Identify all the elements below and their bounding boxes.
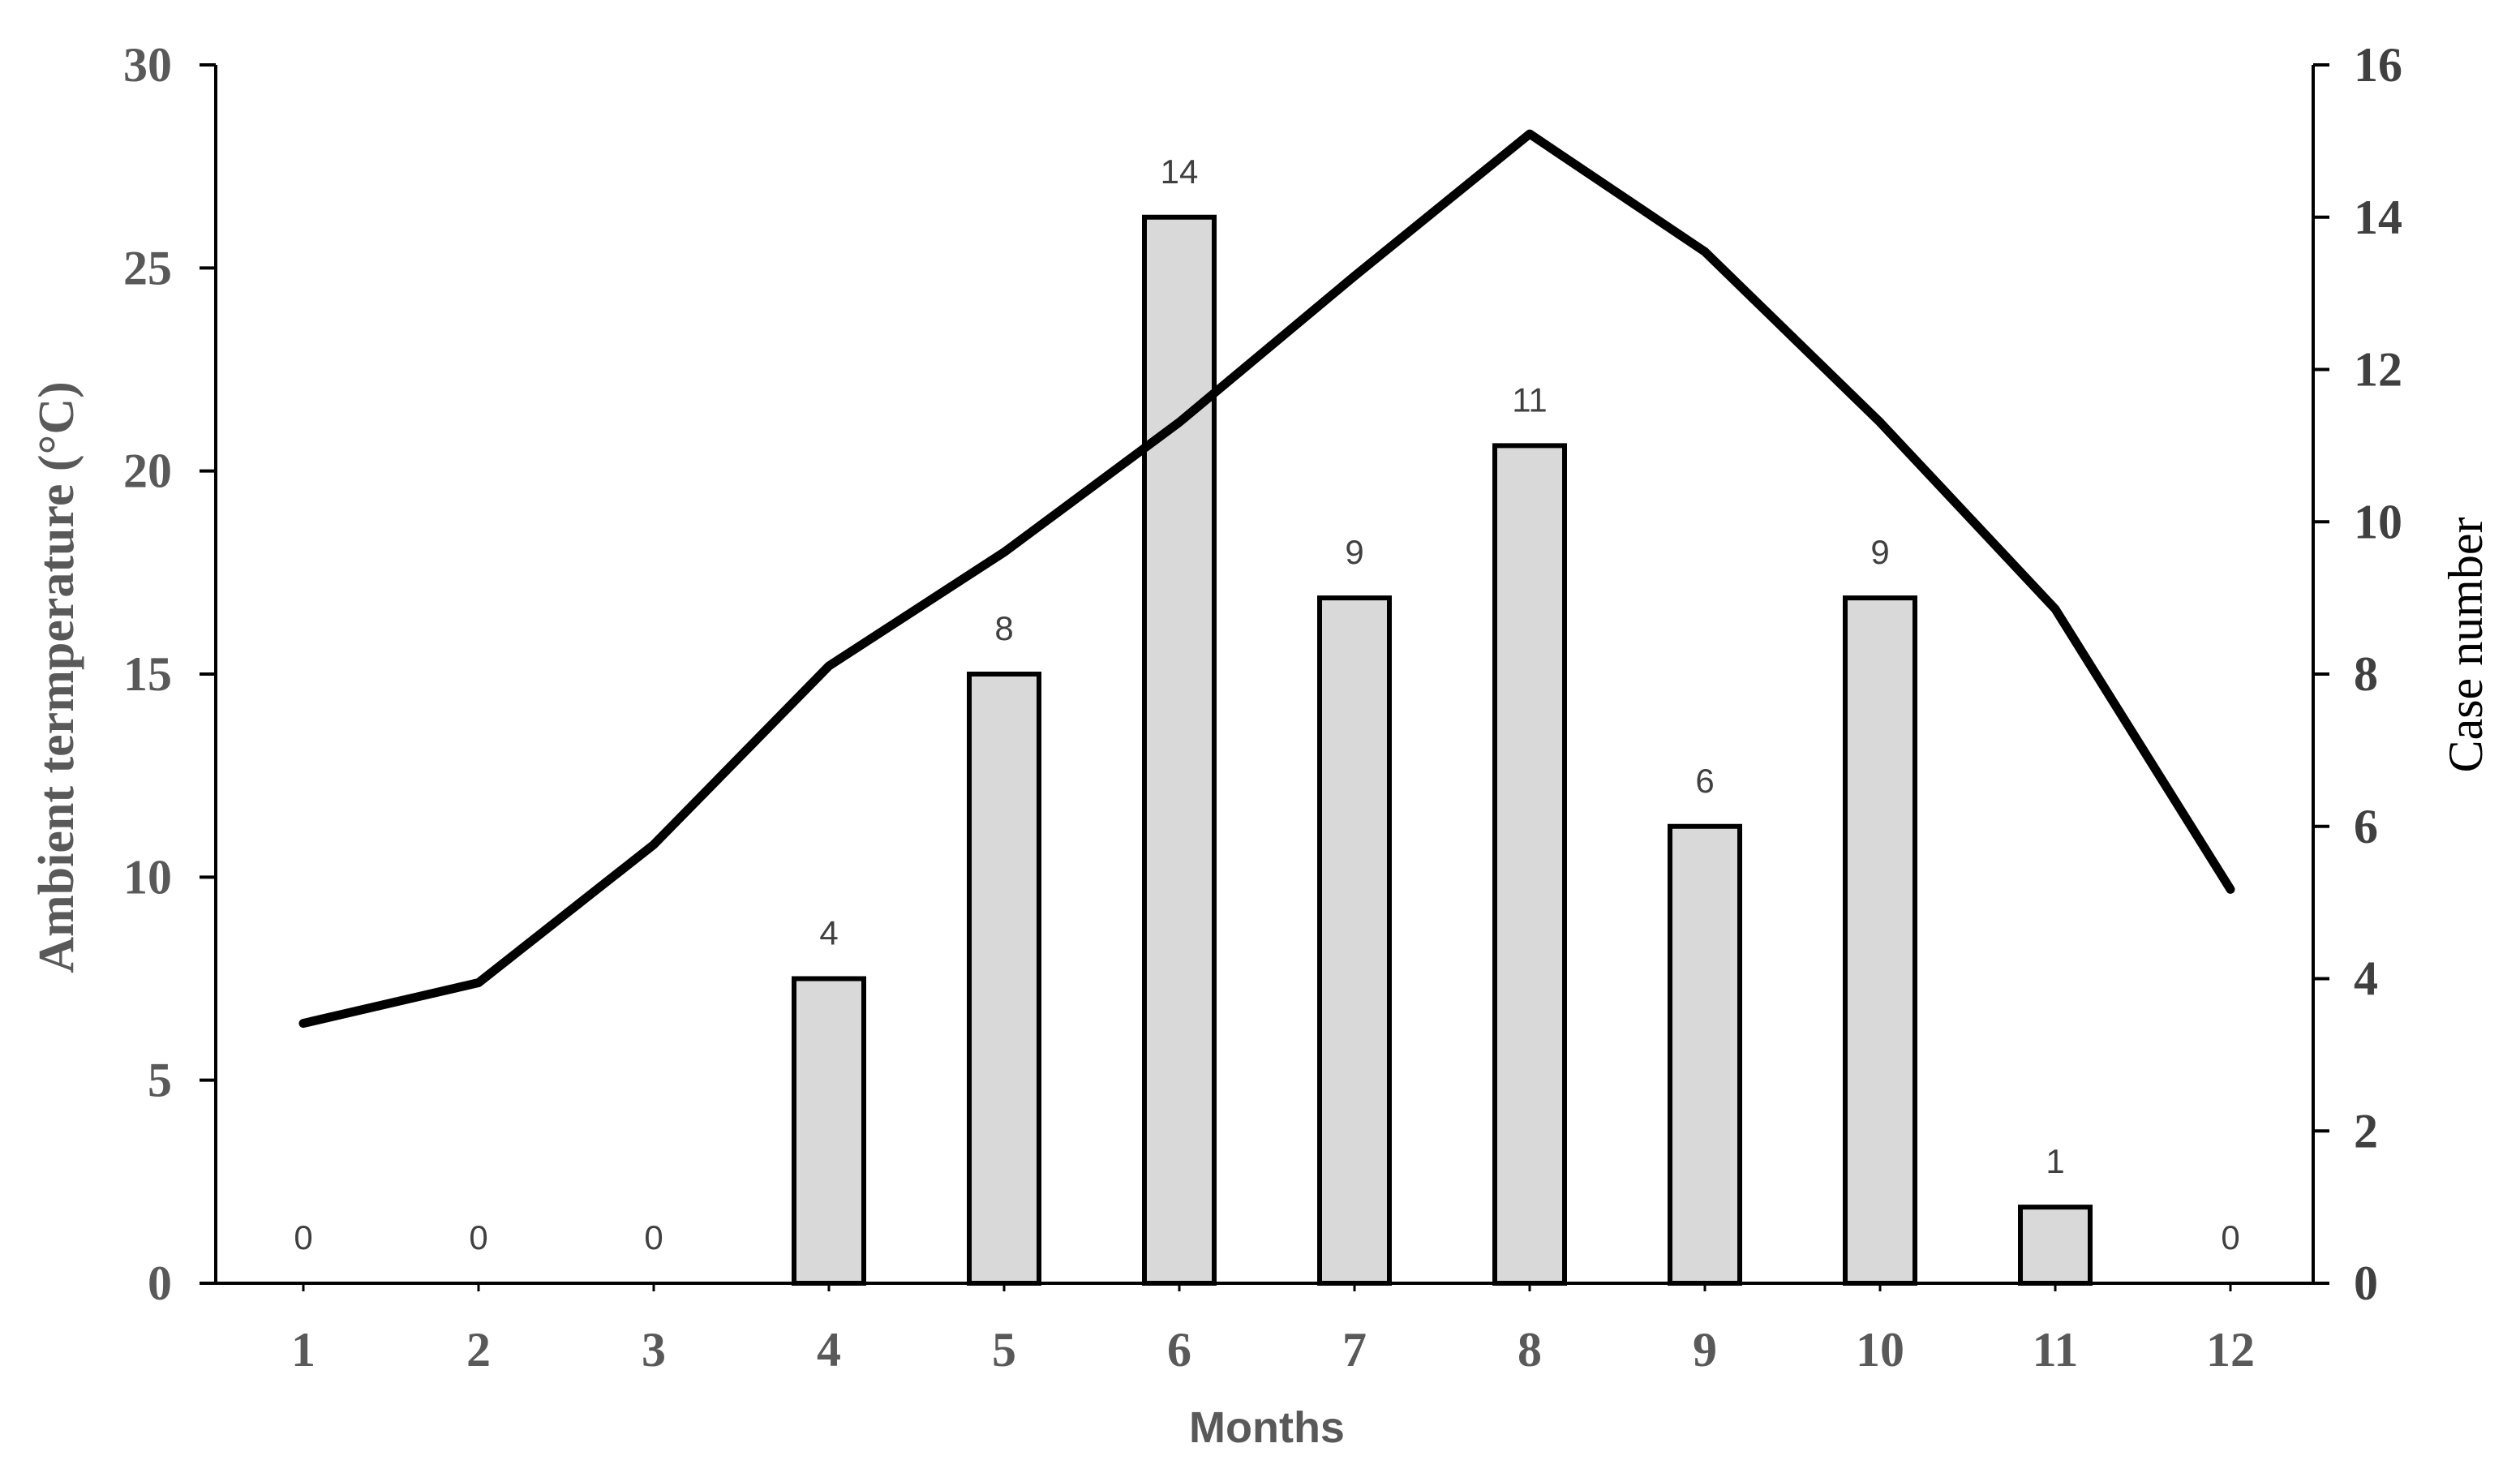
- right-tick-label: 6: [2354, 800, 2378, 853]
- bar-month-8: [1492, 443, 1567, 1286]
- left-tick-label: 15: [123, 647, 172, 701]
- bar-labels-layer: 0 0 0 4 8 14 9 11 6 9 1 0: [294, 152, 2239, 1256]
- bar-data-label: 11: [1512, 380, 1548, 419]
- bar-data-label: 8: [994, 609, 1013, 647]
- bar-month-6: [1142, 214, 1217, 1286]
- right-tick-label: 8: [2354, 647, 2378, 701]
- left-tick-label: 10: [123, 850, 172, 904]
- x-tick-label: 12: [2206, 1323, 2255, 1377]
- bar-data-label: 0: [469, 1218, 487, 1256]
- right-tick-label: 12: [2354, 343, 2402, 397]
- right-tick-label: 0: [2354, 1256, 2378, 1310]
- bar-month-4: [792, 976, 866, 1286]
- bar-data-label: 0: [644, 1218, 663, 1256]
- x-tick-label: 9: [1693, 1323, 1717, 1377]
- line-layer: [298, 129, 2235, 1029]
- right-tick-label: 16: [2354, 38, 2402, 92]
- x-axis-ticks: 1 2 3 4 5 6 7 8 9 10 11 12: [291, 1283, 2255, 1377]
- bar-data-label: 14: [1161, 152, 1199, 191]
- x-tick-label: 11: [2033, 1323, 2079, 1377]
- bar-data-label: 4: [819, 914, 838, 952]
- x-tick-label: 5: [992, 1323, 1016, 1377]
- left-axis-ticks: 0 5 10 15 20 25 30: [123, 38, 216, 1310]
- bar-month-11: [2018, 1205, 2093, 1286]
- x-tick-label: 1: [291, 1323, 316, 1377]
- left-tick-label: 25: [123, 241, 172, 294]
- temperature-line: [298, 129, 2235, 1029]
- left-tick-label: 20: [123, 445, 172, 498]
- left-tick-label: 5: [148, 1054, 172, 1107]
- x-axis-label: Months: [1189, 1403, 1345, 1452]
- right-tick-label: 14: [2354, 191, 2402, 244]
- bar-month-7: [1317, 595, 1392, 1286]
- y-axis-left-label: Ambient termperature (°C): [29, 381, 84, 973]
- y-axis-right-label: Case number: [2439, 518, 2492, 773]
- right-tick-label: 10: [2354, 495, 2402, 548]
- right-axis-ticks: 0 2 4 6 8 10 12 14 16: [2313, 38, 2402, 1310]
- bar-month-5: [967, 672, 1041, 1286]
- bar-data-label: 9: [1345, 533, 1363, 571]
- bars-layer: [792, 214, 2093, 1286]
- bar-data-label: 1: [2046, 1142, 2064, 1180]
- x-tick-label: 4: [817, 1323, 841, 1377]
- x-tick-label: 10: [1856, 1323, 1904, 1377]
- right-tick-label: 2: [2354, 1104, 2378, 1158]
- x-tick-label: 6: [1167, 1323, 1191, 1377]
- bar-data-label: 9: [1870, 533, 1889, 571]
- bar-month-9: [1668, 823, 1742, 1286]
- x-tick-label: 3: [642, 1323, 666, 1377]
- left-tick-label: 30: [123, 38, 172, 92]
- left-tick-label: 0: [148, 1256, 172, 1310]
- x-tick-label: 7: [1342, 1323, 1367, 1377]
- bar-data-label: 6: [1695, 762, 1714, 800]
- bar-month-10: [1843, 595, 1917, 1286]
- x-tick-label: 2: [466, 1323, 491, 1377]
- x-tick-label: 8: [1518, 1323, 1542, 1377]
- right-tick-label: 4: [2354, 952, 2378, 1006]
- bar-data-label: 0: [294, 1218, 312, 1256]
- bar-data-label: 0: [2221, 1218, 2239, 1256]
- axes-layer: [214, 65, 2315, 1285]
